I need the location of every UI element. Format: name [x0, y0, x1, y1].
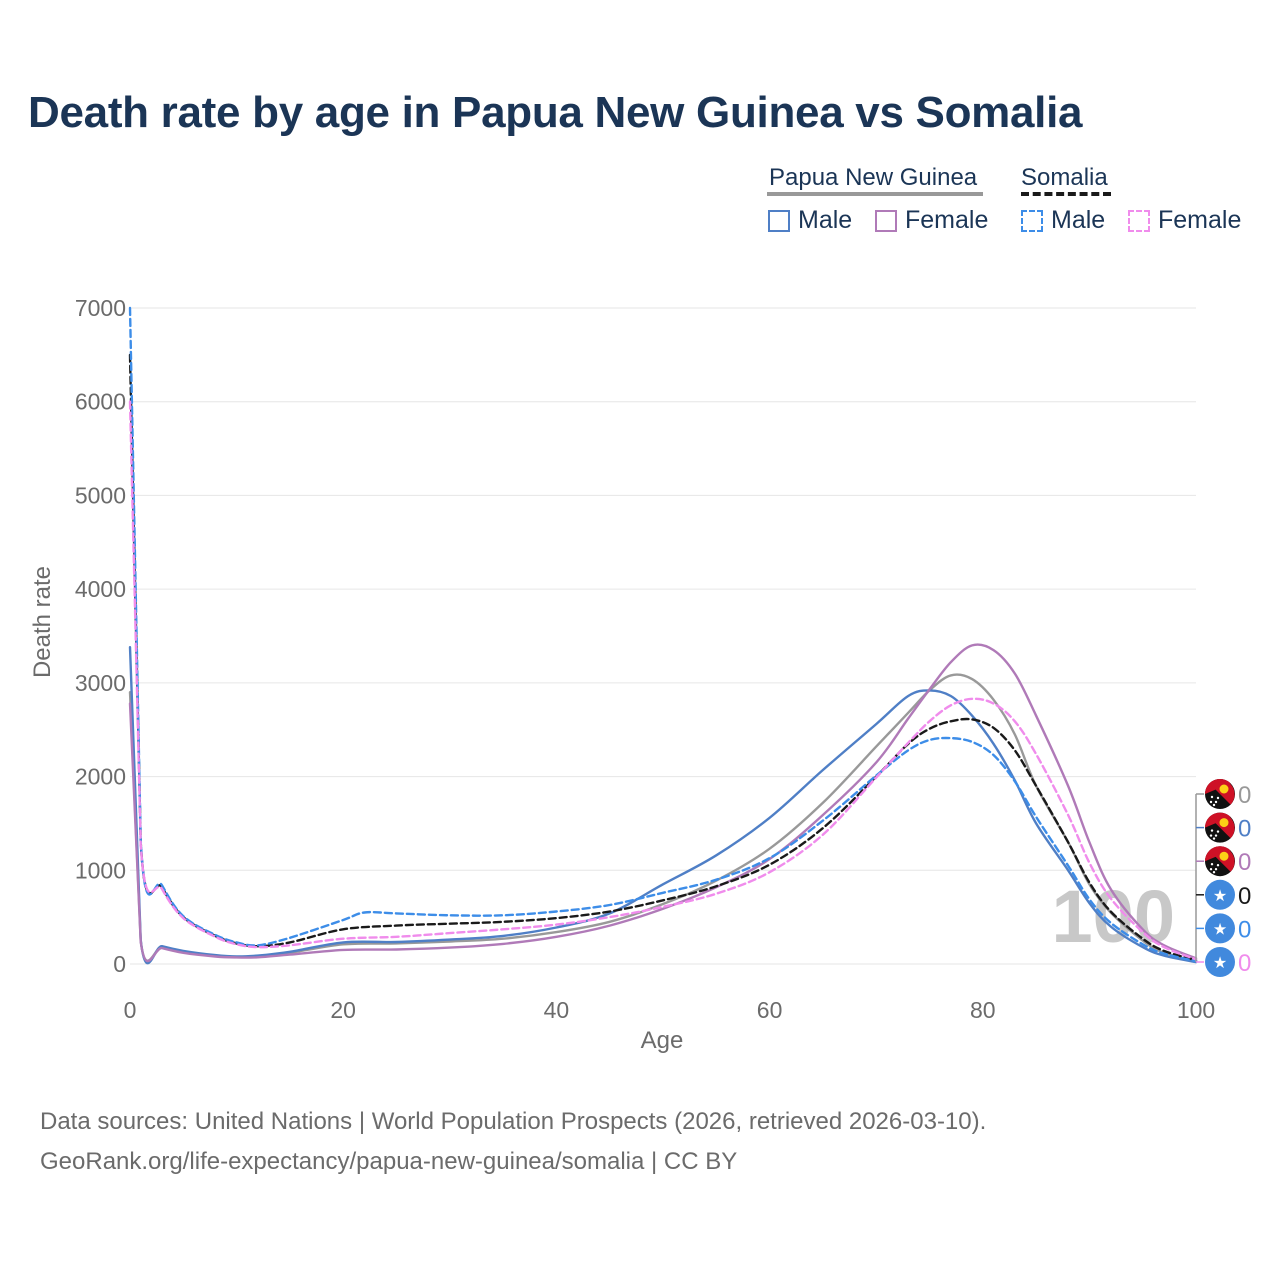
legend-png-title[interactable]: Papua New Guinea	[769, 164, 978, 191]
svg-text:★: ★	[1213, 955, 1227, 972]
legend-png-male-label: Male	[798, 206, 853, 234]
legend-png-line	[767, 192, 983, 196]
legend-png-female-label: Female	[905, 206, 989, 234]
png-flag-icon	[1205, 846, 1235, 877]
series-line-papua-new-guinea-male[interactable]	[128, 646, 1198, 965]
end-label-value: 0	[1238, 883, 1251, 910]
legend-som-male-swatch	[1021, 209, 1043, 232]
x-tick-label: 0	[124, 997, 137, 1023]
end-label-value: 0	[1238, 816, 1251, 843]
series-line-somalia-female[interactable]	[128, 400, 1198, 961]
somalia-flag-icon: ★	[1205, 879, 1235, 910]
legend-png-female-swatch	[875, 209, 897, 232]
legend-png-female[interactable]: Female	[875, 206, 988, 235]
series-line-somalia-total[interactable]	[128, 353, 1198, 962]
svg-text:★: ★	[1213, 888, 1227, 905]
legend-png-male[interactable]: Male	[768, 206, 852, 235]
end-label-value: 0	[1238, 950, 1251, 977]
legend-som-title[interactable]: Somalia	[1021, 164, 1108, 191]
y-tick-label: 2000	[75, 764, 126, 790]
somalia-flag-icon: ★	[1205, 913, 1235, 944]
x-tick-label: 60	[757, 997, 783, 1023]
png-flag-icon	[1205, 779, 1235, 809]
legend-som-female-label: Female	[1158, 206, 1242, 234]
y-tick-label: 4000	[75, 576, 126, 602]
y-tick-label: 0	[113, 951, 126, 977]
series-line-papua-new-guinea-female[interactable]	[128, 643, 1198, 963]
end-label-value: 0	[1238, 782, 1251, 809]
x-tick-label: 40	[544, 997, 570, 1023]
legend-som-female[interactable]: Female	[1128, 206, 1241, 235]
legend-png-male-swatch	[768, 209, 790, 232]
x-tick-label: 80	[970, 997, 996, 1023]
y-tick-label: 6000	[75, 389, 126, 415]
footer-sources: Data sources: United Nations | World Pop…	[40, 1108, 987, 1135]
y-tick-label: 7000	[75, 295, 126, 321]
x-tick-label: 100	[1177, 997, 1215, 1023]
y-tick-label: 5000	[75, 482, 126, 508]
x-axis-label: Age	[641, 1027, 684, 1054]
legend-som-line	[1021, 192, 1111, 196]
legend-som-female-swatch	[1128, 209, 1150, 232]
svg-text:★: ★	[1213, 921, 1227, 938]
y-axis-label: Death rate	[29, 566, 56, 678]
legend-som-male[interactable]: Male	[1021, 206, 1105, 235]
footer-url[interactable]: GeoRank.org/life-expectancy/papua-new-gu…	[40, 1148, 738, 1175]
x-tick-label: 20	[330, 997, 356, 1023]
legend-som-male-label: Male	[1051, 206, 1106, 234]
y-tick-label: 1000	[75, 857, 126, 883]
somalia-flag-icon: ★	[1205, 947, 1235, 977]
y-tick-label: 3000	[75, 670, 126, 696]
end-label-value: 0	[1238, 916, 1251, 943]
end-label-value: 0	[1238, 849, 1251, 876]
series-line-somalia-male[interactable]	[128, 306, 1198, 963]
chart-title: Death rate by age in Papua New Guinea vs…	[28, 88, 1083, 137]
png-flag-icon	[1205, 812, 1235, 843]
